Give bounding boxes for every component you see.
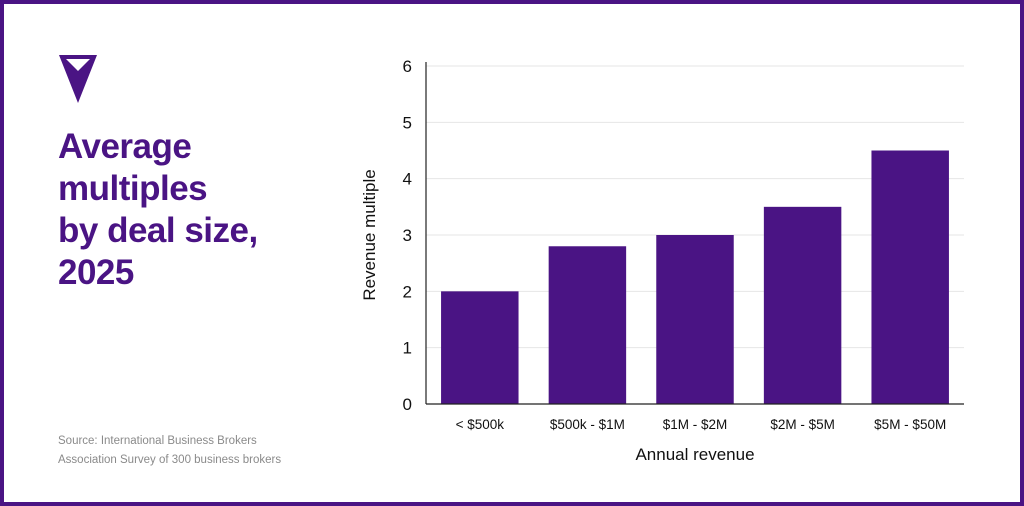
y-tick-label: 5: [403, 113, 412, 132]
x-tick-label: $5M - $50M: [874, 417, 946, 432]
bar: [656, 235, 734, 404]
source-line-1: Source: International Business Brokers: [58, 435, 257, 447]
bar: [871, 150, 949, 404]
y-tick-label: 1: [403, 339, 412, 358]
bar: [763, 206, 842, 404]
x-axis-title: Annual revenue: [635, 445, 754, 464]
bar: [548, 246, 627, 404]
page-title: Average multiples by deal size, 2025: [58, 126, 358, 294]
y-tick-label: 6: [403, 57, 412, 76]
title-line-3: by deal size,: [58, 211, 258, 250]
downward-triangle-icon: [59, 55, 97, 103]
y-tick-label: 3: [403, 226, 412, 245]
source-note: Source: International Business Brokers A…: [58, 432, 281, 470]
y-tick-label: 0: [403, 395, 412, 414]
y-axis-title: Revenue multiple: [360, 169, 379, 300]
title-line-1: Average: [58, 127, 192, 166]
title-line-2: multiples: [58, 169, 208, 208]
x-tick-label: $500k - $1M: [550, 417, 625, 432]
bar: [441, 291, 519, 404]
bar-chart: 0 1 2 3 4 5 6 < $500k $500k - $1M $1M - $2M $2M - …: [360, 57, 964, 464]
x-tick-label: $2M - $5M: [770, 417, 835, 432]
y-tick-label: 2: [403, 282, 412, 301]
title-line-4: 2025: [58, 253, 134, 292]
x-tick-label: $1M - $2M: [663, 417, 728, 432]
y-tick-label: 4: [403, 170, 412, 189]
x-tick-label: < $500k: [456, 417, 505, 432]
source-line-2: Association Survey of 300 business broke…: [58, 454, 282, 466]
